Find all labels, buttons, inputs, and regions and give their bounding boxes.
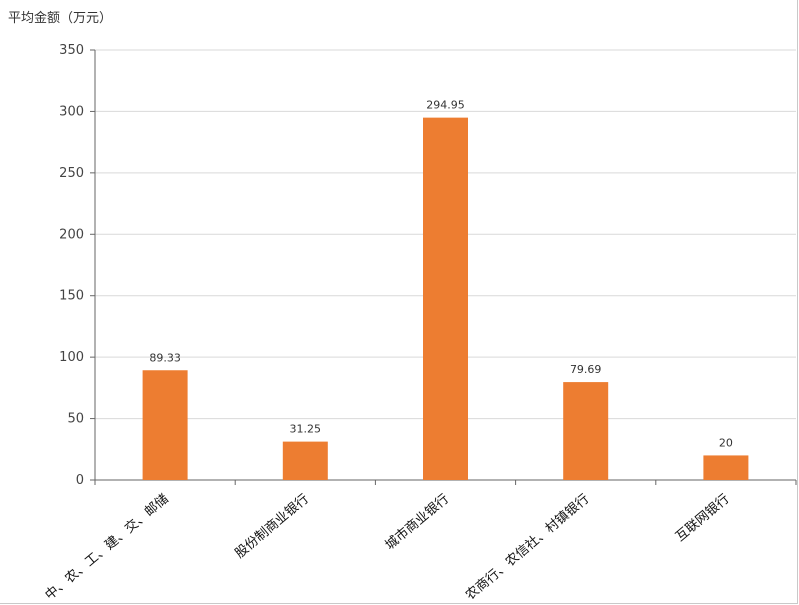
bar [423,117,468,480]
bar [563,382,609,480]
bar [142,370,188,480]
data-label: 89.33 [149,351,181,364]
data-label: 20 [719,436,733,449]
data-label: 31.25 [290,423,322,436]
y-tick-label: 50 [67,412,84,427]
y-tick-label: 100 [59,350,84,365]
bar [703,455,749,480]
y-tick-label: 150 [59,289,84,304]
x-category-label: 中、农、工、建、交、邮储 [42,491,172,603]
bar [282,441,328,480]
x-category-label: 农商行、农信社、村镇银行 [462,491,592,603]
y-tick-label: 250 [59,166,84,181]
labels: 0 50 100 150 200 250 300 350 89.33 中、农、工、建、交、邮储 31… [42,43,733,603]
y-tick-label: 0 [76,473,84,488]
y-tick-label: 350 [59,43,84,58]
data-label: 79.69 [570,363,602,376]
y-tick-label: 300 [59,104,84,119]
x-category-label: 互联网银行 [673,492,732,545]
x-category-label: 股份制商业银行 [233,492,312,562]
y-axis-label: 平均金额（万元） [8,10,112,26]
data-label: 294.95 [426,99,465,112]
x-category-label: 城市商业银行 [382,491,452,553]
y-tick-label: 200 [59,227,84,242]
bars [142,117,749,480]
